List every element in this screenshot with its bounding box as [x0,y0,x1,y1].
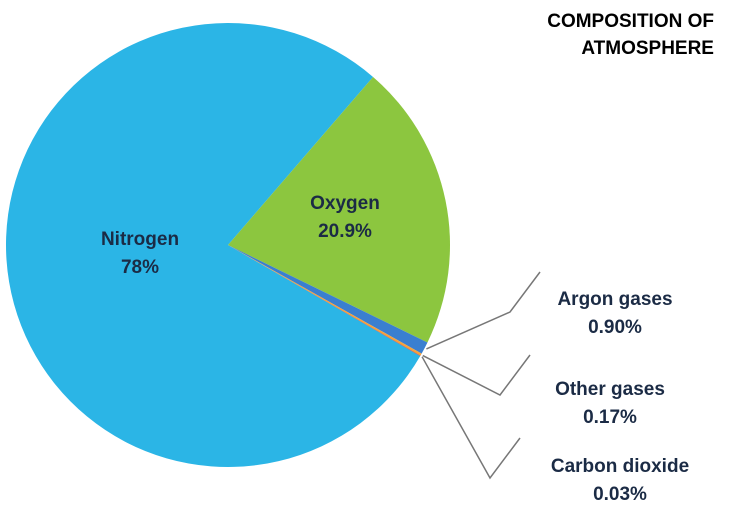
leader-line [422,357,520,478]
slice-value: 0.90% [588,317,642,338]
page: Nitrogen 78% Oxygen 20.9% Argon gases 0.90% Ot… [0,0,740,507]
slice-value: 20.9% [318,221,372,242]
chart-title: COMPOSITION OF ATMOSPHERE [464,8,714,62]
slice-label: Oxygen [310,193,380,214]
leader-line [423,355,530,395]
slice-label: Other gases [555,379,665,400]
slice-value: 0.17% [583,407,637,428]
chart: Nitrogen 78% Oxygen 20.9% Argon gases 0.90% Ot… [0,0,740,507]
slice-label: Argon gases [557,289,672,310]
slice-label: Nitrogen [101,229,179,250]
slice-label: Carbon dioxide [551,456,689,477]
slice-value: 78% [121,257,159,278]
slice-value: 0.03% [593,484,647,505]
